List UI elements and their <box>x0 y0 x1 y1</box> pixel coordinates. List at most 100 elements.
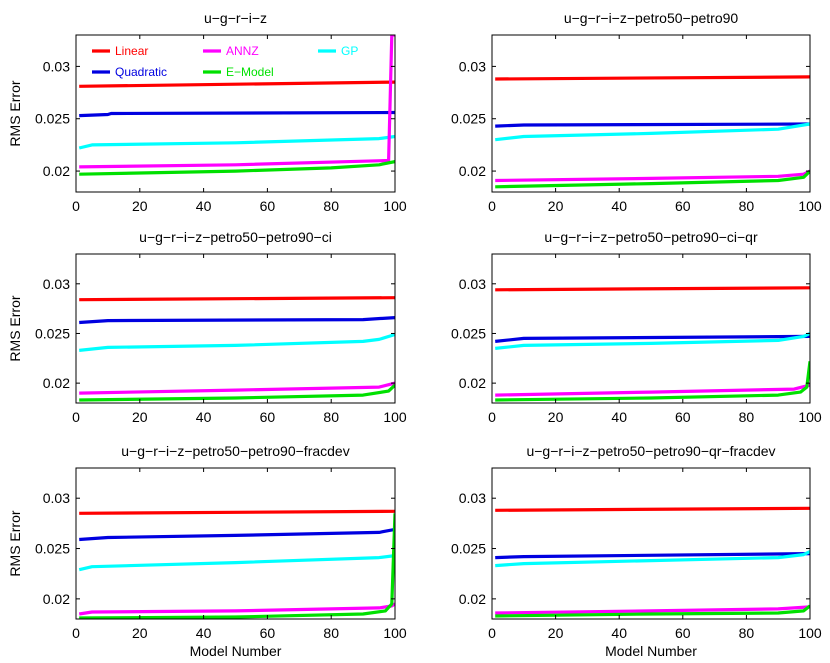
panel-2: u−g−r−i−z−petro50−petro90 0 20 40 60 80 100 0.0… <box>451 10 822 214</box>
panel-title: u−g−r−i−z−petro50−petro90−fracdev <box>121 443 349 459</box>
series-line-e-model <box>79 513 395 619</box>
legend: Linear Quadratic ANNZ E−Model GP <box>92 44 358 79</box>
series-line-quadratic <box>79 110 395 118</box>
x-tick-label: 40 <box>611 409 627 425</box>
y-tick-label: 0.025 <box>451 325 486 341</box>
y-axis-label: RMS Error <box>7 295 23 361</box>
x-tick-label: 80 <box>323 409 339 425</box>
y-tick-label: 0.02 <box>459 591 486 607</box>
axes-box <box>75 253 396 404</box>
legend-label: Linear <box>115 44 148 58</box>
y-tick-label: 0.03 <box>43 276 70 292</box>
x-tick-label: 0 <box>488 625 496 641</box>
series-line-linear <box>79 509 395 515</box>
x-tick-label: 20 <box>548 625 564 641</box>
series-line-gp <box>78 134 395 150</box>
series-line-e-model <box>79 383 395 402</box>
x-tick-label: 0 <box>488 409 496 425</box>
x-tick-label: 100 <box>798 409 822 425</box>
panel-title: u−g−r−i−z−petro50−petro90−ci−qr <box>544 229 758 245</box>
x-tick-label: 0 <box>72 198 80 214</box>
y-axis-label: RMS Error <box>7 510 23 576</box>
series-line-gp <box>79 332 395 352</box>
x-tick-label: 20 <box>132 198 148 214</box>
panel-title: u−g−r−i−z <box>204 10 267 26</box>
series-line-quadratic <box>79 316 395 325</box>
x-tick-label: 80 <box>739 625 755 641</box>
series-line-annz <box>495 169 810 183</box>
y-axis-label: RMS Error <box>7 80 23 146</box>
x-tick-label: 40 <box>196 625 212 641</box>
legend-label: Quadratic <box>115 65 167 79</box>
x-tick-label: 100 <box>383 198 407 214</box>
y-tick-label: 0.02 <box>459 375 486 391</box>
x-tick-label: 60 <box>675 409 691 425</box>
series-line-quadratic <box>495 334 810 343</box>
x-tick-label: 40 <box>196 198 212 214</box>
panel-title: u−g−r−i−z−petro50−petro90 <box>564 10 739 26</box>
x-tick-label: 20 <box>548 198 564 214</box>
y-tick-label: 0.03 <box>43 58 70 74</box>
x-tick-label: 80 <box>739 409 755 425</box>
panel-1: u−g−r−i−z 0 20 40 60 80 100 0.02 0.025 0.03 RMS Er… <box>7 10 407 214</box>
x-tick-label: 0 <box>72 409 80 425</box>
series-line-annz <box>78 602 395 616</box>
series-group <box>78 35 395 176</box>
x-tick-label: 100 <box>383 409 407 425</box>
y-tick-label: 0.03 <box>459 276 486 292</box>
series-line-annz <box>79 381 395 395</box>
x-tick-label: 40 <box>611 198 627 214</box>
x-tick-label: 60 <box>675 625 691 641</box>
series-line-gp <box>495 122 810 142</box>
series-line-annz <box>79 35 395 169</box>
series-line-quadratic <box>495 552 810 560</box>
x-tick-label: 80 <box>323 198 339 214</box>
y-tick-label: 0.025 <box>451 541 486 557</box>
series-group <box>495 506 810 618</box>
series-line-gp <box>78 554 395 572</box>
x-axis-label: Model Number <box>605 643 697 659</box>
x-axis-label: Model Number <box>190 643 282 659</box>
axes-box <box>491 467 811 620</box>
x-tick-label: 0 <box>72 625 80 641</box>
y-tick-label: 0.025 <box>451 111 486 127</box>
legend-label: ANNZ <box>226 44 259 58</box>
panel-6: u−g−r−i−z−petro50−petro90−qr−fracdev 0 20 4… <box>451 443 822 659</box>
series-line-annz <box>495 383 810 397</box>
panel-4: u−g−r−i−z−petro50−petro90−ci−qr 0 20 40 60 80… <box>451 229 822 425</box>
series-line-annz <box>495 605 810 615</box>
y-tick-label: 0.02 <box>43 163 70 179</box>
panel-3: u−g−r−i−z−petro50−petro90−ci 0 20 40 60 80 100… <box>7 229 407 425</box>
y-tick-label: 0.025 <box>35 111 70 127</box>
series-line-gp <box>495 332 810 350</box>
series-line-e-model <box>495 169 810 189</box>
y-tick-label: 0.03 <box>459 490 486 506</box>
y-tick-label: 0.025 <box>35 325 70 341</box>
x-tick-label: 60 <box>260 625 276 641</box>
x-tick-label: 100 <box>798 625 822 641</box>
series-line-e-model <box>495 604 810 618</box>
x-tick-label: 20 <box>548 409 564 425</box>
x-tick-label: 100 <box>798 198 822 214</box>
legend-label: E−Model <box>226 65 274 79</box>
x-tick-label: 20 <box>132 625 148 641</box>
series-group <box>78 509 395 619</box>
series-line-linear <box>79 296 395 302</box>
x-tick-label: 80 <box>739 198 755 214</box>
x-tick-label: 60 <box>675 198 691 214</box>
panel-5: u−g−r−i−z−petro50−petro90−fracdev 0 20 40 60… <box>7 443 407 659</box>
series-group <box>495 286 810 402</box>
y-tick-label: 0.02 <box>43 591 70 607</box>
series-line-linear <box>495 286 810 292</box>
axes-box <box>75 467 396 620</box>
y-tick-label: 0.025 <box>35 541 70 557</box>
series-line-e-model <box>79 160 395 176</box>
series-line-linear <box>495 506 810 512</box>
panel-title: u−g−r−i−z−petro50−petro90−ci <box>139 229 332 245</box>
y-tick-label: 0.02 <box>43 375 70 391</box>
y-tick-label: 0.03 <box>459 58 486 74</box>
x-tick-label: 60 <box>260 198 276 214</box>
x-tick-label: 80 <box>323 625 339 641</box>
x-tick-label: 20 <box>132 409 148 425</box>
series-group <box>79 296 395 402</box>
